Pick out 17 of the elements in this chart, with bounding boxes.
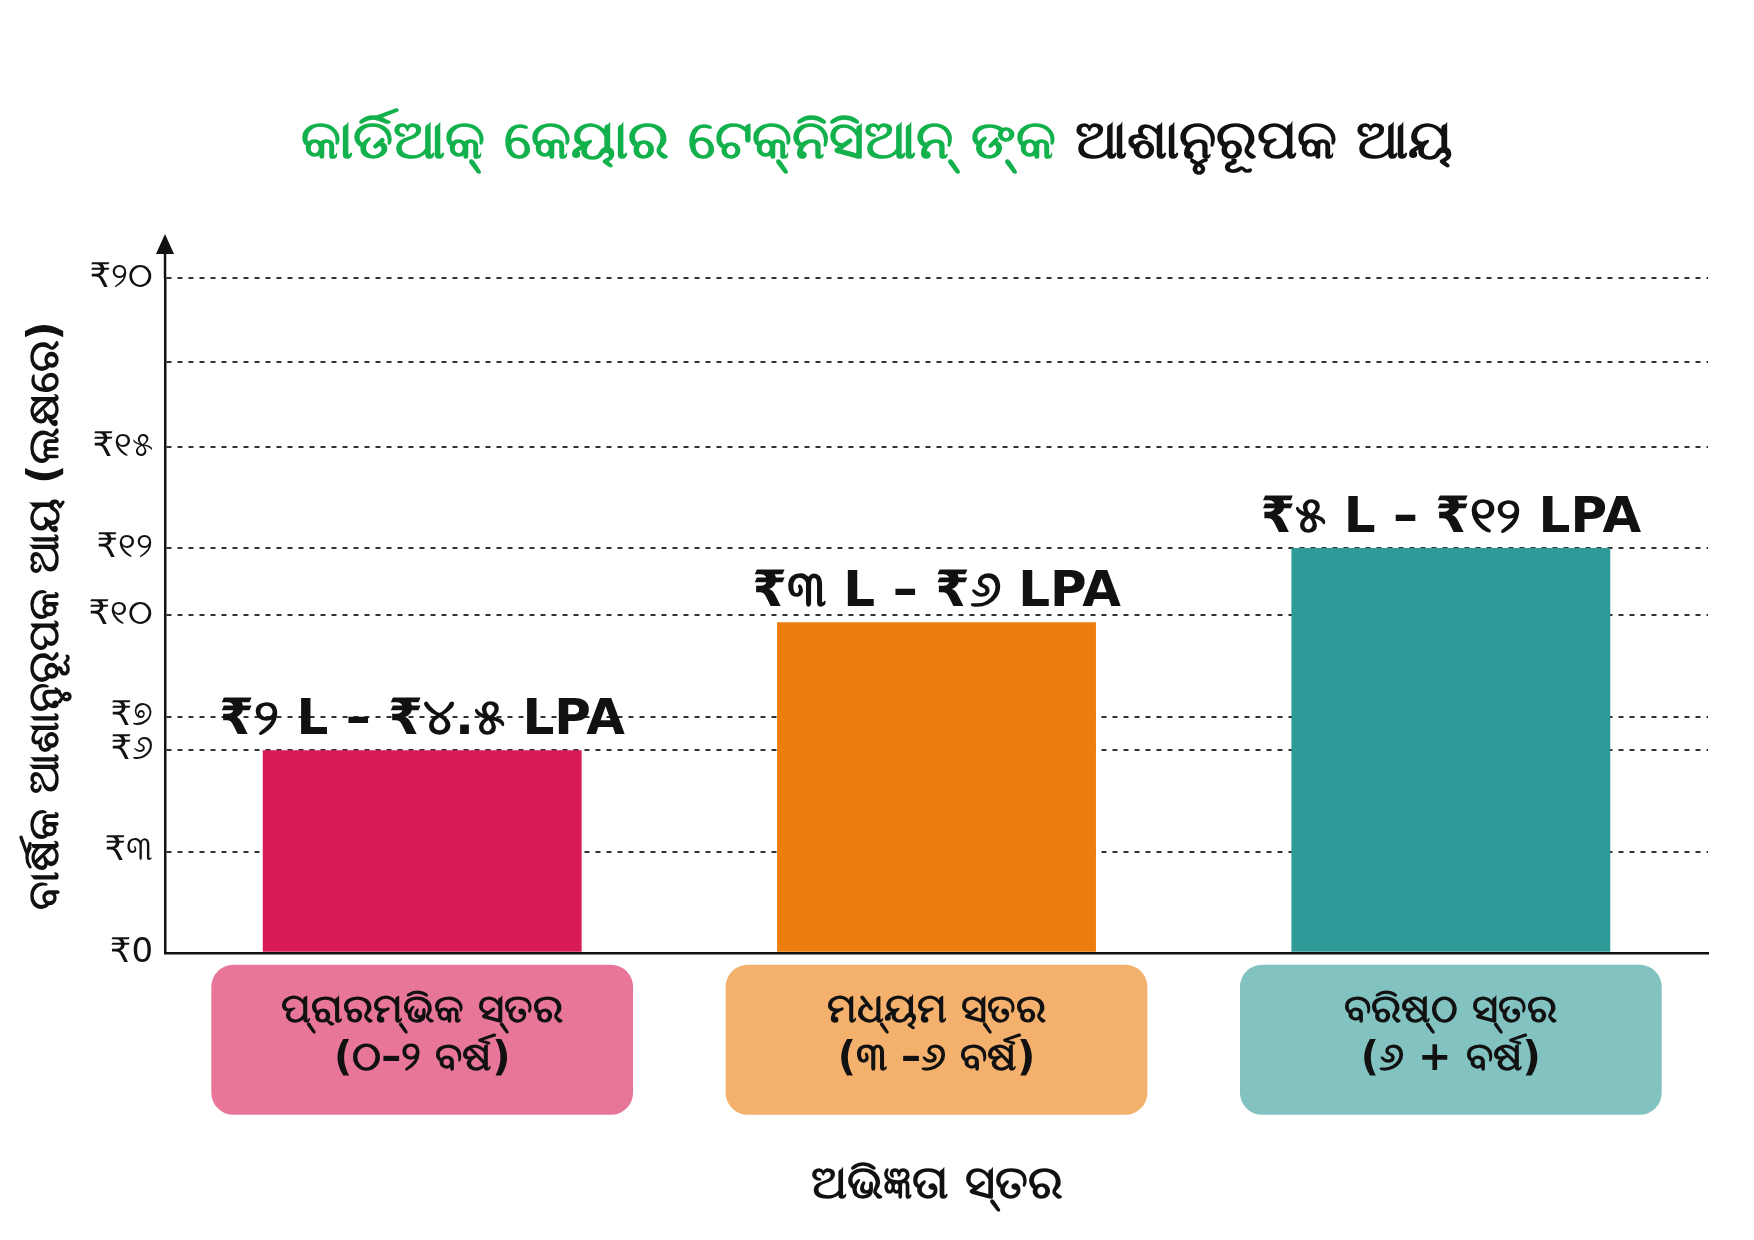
- x-axis-title: ଅଭିଜ୍ଞତା ସ୍ତର: [810, 1155, 1063, 1213]
- y-tick-label: ₹୩: [104, 828, 154, 869]
- x-tick-label: ମଧ୍ୟମ ସ୍ତର (୩ –୬ ବର୍ଷ): [827, 985, 1046, 1080]
- y-tick-label: ₹୧୫: [92, 423, 154, 464]
- y-tick-label: ₹୨୦: [89, 254, 154, 295]
- bar: [1291, 547, 1611, 952]
- y-tick-label: ₹୧୨: [96, 524, 154, 565]
- data-label: ₹୫ L – ₹୧୨ LPA: [1260, 485, 1642, 544]
- y-tick-label: ₹୧୦: [88, 592, 154, 633]
- data-label: ₹୨ L – ₹୪.୫ LPA: [219, 688, 626, 747]
- x-tick-label: ବରିଷ୍ଠ ସ୍ତର (୬ + ବର୍ଷ): [1344, 985, 1558, 1080]
- x-tick-label: ପ୍ରାରମ୍ଭିକ ସ୍ତର (୦–୨ ବର୍ଷ): [281, 985, 564, 1080]
- bar: [262, 750, 582, 952]
- y-tick-label: ₹0: [109, 929, 154, 970]
- y-axis-title: ବାର୍ଷିକ ଆଶାନୁରୂପକ ଆୟ (ଲକ୍ଷରେ): [19, 321, 73, 910]
- data-label: ₹୩ L – ₹୬ LPA: [752, 560, 1122, 619]
- bar: [777, 622, 1096, 952]
